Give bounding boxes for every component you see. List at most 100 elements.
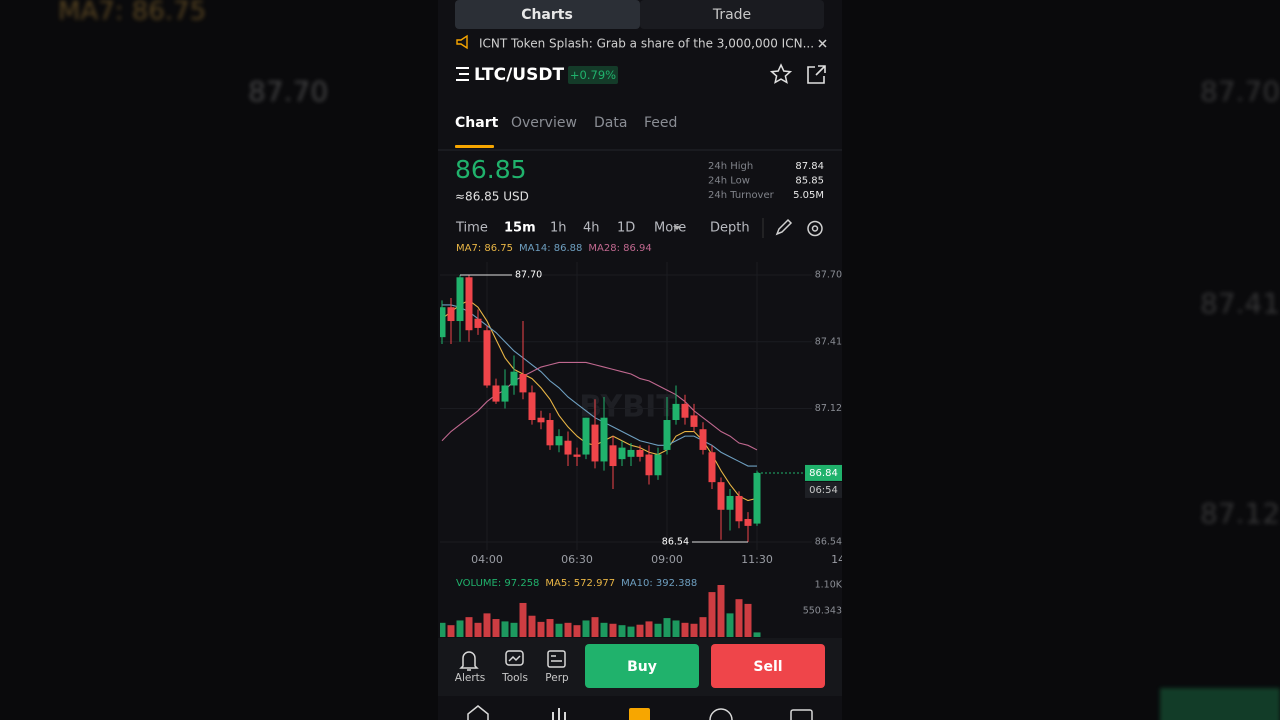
candle-body — [555, 436, 563, 446]
backdrop-ma: MA7: 86.75 — [58, 0, 206, 27]
volume-tick-label: 550.343 — [803, 605, 842, 616]
volume-bar — [645, 621, 653, 637]
action-label[interactable]: Alerts — [455, 672, 485, 684]
volume-bar — [654, 623, 662, 637]
candle-body — [492, 385, 500, 402]
last-price-tag — [805, 464, 842, 481]
countdown: 06:54 — [809, 485, 838, 496]
price: 86.85 — [455, 155, 527, 184]
share-icon[interactable] — [807, 65, 826, 84]
low-label: 86.54 — [662, 537, 689, 548]
interval[interactable]: Time — [455, 221, 488, 236]
volume-bar — [744, 603, 752, 637]
settings-icon[interactable] — [807, 220, 823, 237]
interval[interactable]: More — [654, 221, 686, 236]
candle-body — [447, 307, 455, 322]
volume-bar — [672, 620, 680, 637]
buy-button[interactable] — [585, 644, 699, 688]
volume-bar — [609, 623, 617, 637]
markets-icon[interactable] — [552, 708, 566, 720]
nav-tab[interactable]: Overview — [511, 115, 577, 131]
volume-bar — [501, 621, 509, 637]
change: +0.79% — [570, 68, 616, 82]
assets-icon[interactable] — [790, 709, 813, 720]
ma-legend: MA14: 86.88 — [519, 243, 582, 254]
interval[interactable]: 4h — [583, 221, 600, 236]
tools-icon[interactable] — [505, 650, 524, 666]
countdown-tag — [805, 481, 842, 498]
change-badge — [568, 66, 618, 84]
tab[interactable] — [640, 0, 824, 29]
volume-bar — [582, 620, 590, 637]
candle-body — [681, 403, 689, 418]
buy-label[interactable]: Buy — [627, 659, 657, 675]
watermark: BYBIT — [579, 390, 677, 425]
candle-body — [627, 449, 635, 457]
x-tick-label: 09:00 — [651, 553, 683, 566]
alerts-icon[interactable] — [459, 651, 479, 671]
candle-body — [573, 454, 581, 457]
volume-bar — [447, 625, 455, 637]
candle-body — [744, 518, 752, 526]
nav-tab[interactable]: Chart — [455, 115, 499, 131]
volume-tick-label: 1.10K — [815, 580, 843, 591]
stat-value: 87.84 — [795, 161, 824, 172]
interval[interactable]: 15m — [504, 221, 536, 236]
volume-bar — [708, 592, 716, 637]
candle-body — [528, 392, 536, 421]
stat-label: 24h Low — [708, 176, 750, 187]
volume-bar — [510, 622, 518, 637]
star-icon[interactable] — [769, 63, 793, 84]
candle-body — [753, 472, 761, 524]
sell-label[interactable]: Sell — [753, 659, 782, 675]
blurred-backdrop: MA7: 86.75 87.70 87.70 87.41 87.12 — [58, 0, 1280, 720]
earn-icon[interactable] — [709, 708, 733, 720]
volume-legend: MA10: 392.388 — [621, 578, 697, 589]
stat-label: 24h Turnover — [708, 190, 775, 201]
candle-body — [510, 371, 518, 386]
action-label[interactable]: Perp — [545, 672, 569, 684]
volume-bar — [564, 622, 572, 637]
y-tick-label: 87.12 — [815, 403, 842, 414]
candle-body — [636, 449, 644, 457]
candle-body — [654, 454, 662, 476]
tab-label[interactable]: Charts — [521, 7, 573, 23]
trade-icon[interactable] — [629, 708, 650, 720]
tab-active[interactable] — [455, 0, 640, 29]
banner-text[interactable]: ICNT Token Splash: Grab a share of the 3… — [479, 37, 814, 51]
draw-icon[interactable] — [775, 218, 793, 236]
action-label[interactable]: Tools — [501, 672, 528, 684]
nav-tab[interactable]: Data — [594, 115, 627, 131]
perp-icon-lines — [551, 655, 562, 662]
home-icon[interactable] — [467, 705, 489, 720]
pair[interactable]: LTC/USDT — [474, 65, 564, 85]
phone: Charts Trade ICNT Token Splash: Grab a s… — [438, 0, 843, 720]
volume-bar — [465, 617, 473, 637]
banner-icon — [456, 34, 468, 50]
candle-body — [699, 429, 707, 450]
nav-tab[interactable]: Feed — [644, 115, 677, 131]
volume-legend: VOLUME: 97.258 — [456, 578, 539, 589]
backdrop-tag — [1160, 688, 1280, 720]
candle-body — [519, 373, 527, 393]
sell-button[interactable] — [711, 644, 825, 688]
interval[interactable]: Depth — [710, 221, 750, 236]
interval[interactable]: 1h — [550, 221, 567, 236]
backdrop-label: 87.70 — [1200, 75, 1280, 108]
candle-body — [645, 454, 653, 476]
volume-bar — [735, 599, 743, 637]
volume-bar — [618, 625, 626, 637]
tab-label[interactable]: Trade — [712, 7, 751, 23]
menu-icon[interactable] — [456, 67, 469, 81]
interval[interactable]: 1D — [617, 221, 635, 236]
last-price: 86.84 — [809, 468, 838, 479]
volume-bar — [663, 618, 671, 637]
high-label: 87.70 — [515, 270, 542, 281]
close-icon[interactable] — [818, 39, 827, 48]
chart: MA7: 86.75 MA14: 86.88 MA28: 86.94 BYBIT 87.… — [440, 243, 843, 637]
volume-bar — [474, 622, 482, 637]
perp-icon[interactable] — [547, 650, 566, 668]
volume-bar — [591, 617, 599, 637]
